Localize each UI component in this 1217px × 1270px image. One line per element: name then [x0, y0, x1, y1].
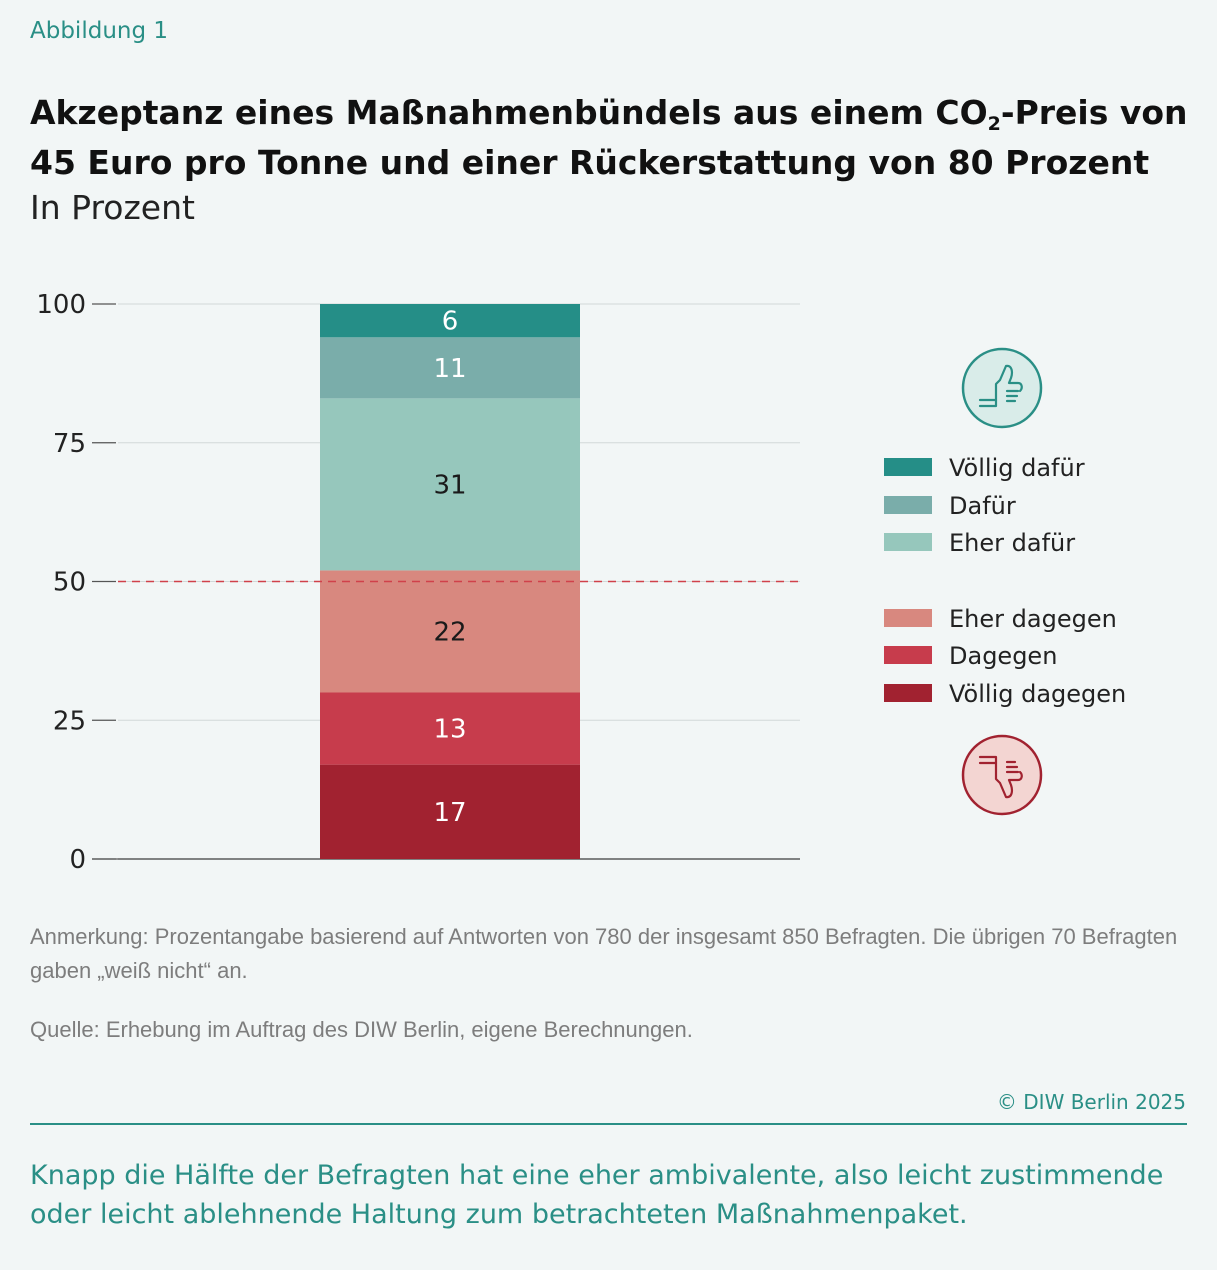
- legend-label: Dagegen: [949, 642, 1057, 670]
- figure-label: Abbildung 1: [30, 18, 169, 44]
- legend-swatch: [884, 496, 932, 514]
- legend-swatch: [884, 684, 932, 702]
- legend-label: Völlig dagegen: [949, 680, 1126, 708]
- bar-segments: 17 13 22 31 11 6: [320, 304, 580, 859]
- data-label: 6: [442, 307, 459, 337]
- y-tick-label: 50: [53, 568, 86, 598]
- chart-subtitle: In Prozent: [30, 188, 195, 227]
- bar-segment: [320, 398, 580, 571]
- thumbs-up-icon: [961, 347, 1043, 429]
- data-label: 17: [433, 798, 466, 828]
- legend-swatch: [884, 646, 932, 664]
- title-part2: -Preis von 45 Euro pro Tonne und einer R…: [30, 93, 1188, 182]
- bar-segment: [320, 764, 580, 859]
- data-label: 31: [433, 470, 466, 500]
- bar-segment: [320, 304, 580, 338]
- y-axis: 0 25 50 75 100: [36, 290, 116, 875]
- y-tick-label: 75: [53, 429, 86, 459]
- data-label: 11: [433, 354, 466, 384]
- bar-segment: [320, 570, 580, 693]
- y-tick-label: 0: [69, 845, 86, 875]
- title-subscript: 2: [987, 113, 1001, 135]
- data-label: 13: [433, 715, 466, 745]
- legend-label: Eher dagegen: [949, 605, 1117, 633]
- title-part1: Akzeptanz eines Maßnahmenbündels aus ein…: [30, 93, 988, 132]
- data-label: 22: [433, 617, 466, 647]
- chart-title: Akzeptanz eines Maßnahmenbündels aus ein…: [30, 88, 1190, 188]
- chart-source: Quelle: Erhebung im Auftrag des DIW Berl…: [30, 1017, 693, 1042]
- legend-swatch: [884, 458, 932, 476]
- divider: [30, 1123, 1187, 1125]
- stacked-bar-chart: 17 13 22 31 11 6 0 25 50 75 100 Völlig dafür Dafür…: [36, 290, 1126, 875]
- legend: Völlig dafür Dafür Eher dafür Eher dagegen D…: [884, 454, 1126, 708]
- legend-label: Eher dafür: [949, 529, 1075, 557]
- bar-segment: [320, 692, 580, 765]
- thumbs-down-icon: [961, 734, 1043, 816]
- y-tick-label: 25: [53, 706, 86, 736]
- legend-label: Dafür: [949, 492, 1016, 520]
- copyright: © DIW Berlin 2025: [996, 1090, 1186, 1114]
- legend-label: Völlig dafür: [949, 454, 1085, 482]
- chart-note: Anmerkung: Prozentangabe basierend auf A…: [30, 924, 1178, 983]
- bar-segment: [320, 337, 580, 399]
- legend-swatch: [884, 533, 932, 551]
- summary-text: Knapp die Hälfte der Befragten hat eine …: [30, 1160, 1164, 1230]
- legend-swatch: [884, 609, 932, 627]
- y-tick-label: 100: [36, 290, 86, 320]
